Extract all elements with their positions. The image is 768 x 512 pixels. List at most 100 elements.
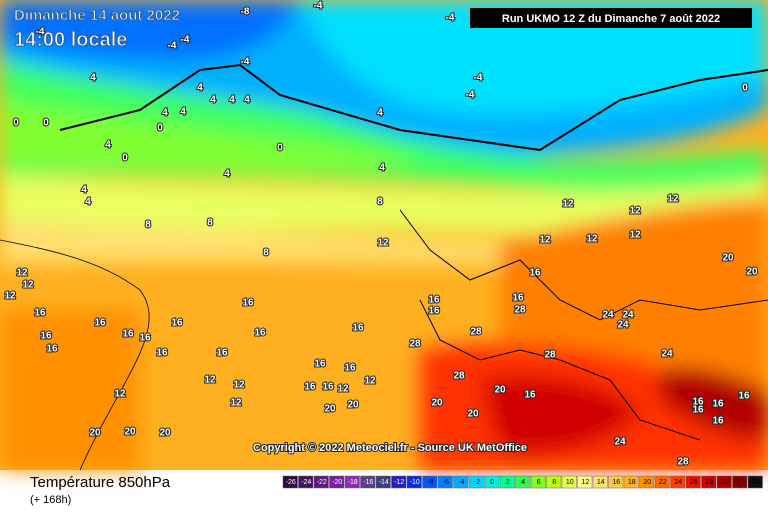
contour-label: 16 [692, 405, 704, 416]
contour-label: 16 [512, 293, 524, 304]
legend-swatch [639, 475, 655, 489]
legend-swatch [360, 475, 376, 489]
legend-tick-label: -14 [379, 479, 389, 486]
contour-label: 4 [85, 197, 91, 208]
legend-tick-label: 2 [506, 479, 510, 486]
contour-label: 16 [322, 382, 334, 393]
contour-label: 16 [738, 391, 750, 402]
legend-swatch [437, 475, 453, 489]
contour-label: -4 [181, 35, 190, 46]
legend-swatch [499, 475, 515, 489]
legend-swatch [282, 475, 298, 489]
contour-label: 24 [622, 310, 634, 321]
contour-label: 4 [229, 95, 235, 106]
legend-swatch [313, 475, 329, 489]
legend-swatch [685, 475, 701, 489]
contour-label: 12 [22, 280, 34, 291]
contour-label: 28 [677, 457, 689, 468]
contour-label: 20 [159, 428, 171, 439]
contour-label: 16 [529, 268, 541, 279]
contour-label: 16 [34, 308, 46, 319]
contour-label: 4 [180, 107, 186, 118]
legend-swatch [484, 475, 500, 489]
contour-label: 28 [470, 327, 482, 338]
contour-label: 8 [145, 220, 151, 231]
legend-swatch [422, 475, 438, 489]
legend-tick-label: 14 [597, 479, 605, 486]
contour-label: 0 [742, 83, 748, 94]
legend-swatch [577, 475, 593, 489]
legend-tick-label: 12 [581, 479, 589, 486]
legend-swatch [391, 475, 407, 489]
contour-label: 4 [244, 95, 250, 106]
legend-swatch [515, 475, 531, 489]
legend-tick-label: 22 [659, 479, 667, 486]
copyright: Copyright © 2022 Meteociel.fr - Source U… [253, 442, 527, 454]
contour-label: 12 [377, 238, 389, 249]
contour-label: 16 [171, 318, 183, 329]
legend-tick-label: -24 [301, 479, 311, 486]
contour-label: 24 [661, 349, 673, 360]
contour-label: 0 [157, 123, 163, 134]
contour-label: 8 [263, 248, 269, 259]
legend-tick-label: 10 [566, 479, 574, 486]
legend-tick-label: -26 [286, 479, 296, 486]
contour-label: 16 [216, 348, 228, 359]
legend-tick-label: 6 [537, 479, 541, 486]
legend-swatch [732, 475, 748, 489]
contour-label: 12 [337, 384, 349, 395]
legend-swatch [701, 475, 717, 489]
contour-label: 12 [204, 375, 216, 386]
contour-label: 16 [156, 348, 168, 359]
contour-label: 12 [230, 398, 242, 409]
contour-label: 20 [124, 427, 136, 438]
contour-label: 16 [712, 399, 724, 410]
legend-swatch [298, 475, 314, 489]
contour-label: 16 [94, 318, 106, 329]
legend-tick-label: -22 [317, 479, 327, 486]
contour-label: 20 [467, 409, 479, 420]
legend-swatch [453, 475, 469, 489]
run: Run UKMO 12 Z du Dimanche 7 août 2022 [502, 13, 720, 25]
legend-swatch [344, 475, 360, 489]
contour-label: 0 [13, 118, 19, 129]
contour-label: 16 [254, 328, 266, 339]
contour-label: -4 [446, 13, 455, 24]
contour-label: -4 [168, 41, 177, 52]
contour-label: 12 [16, 268, 28, 279]
contour-label: 12 [667, 194, 679, 205]
legend-swatch [747, 475, 763, 489]
contour-label: 16 [524, 390, 536, 401]
legend-tick-label: 32 [736, 479, 744, 486]
contour-label: -4 [314, 1, 323, 12]
contour-label: -4 [466, 90, 475, 101]
legend-swatch [406, 475, 422, 489]
legend-swatch [654, 475, 670, 489]
contour-label: -4 [36, 27, 45, 38]
contour-label: 4 [197, 83, 203, 94]
contour-label: 4 [379, 163, 385, 174]
contour-label: 4 [90, 73, 96, 84]
contour-label: 12 [562, 199, 574, 210]
legend-tick-label: 18 [628, 479, 636, 486]
legend-tick-label: 4 [521, 479, 525, 486]
contour-label: 16 [428, 295, 440, 306]
legend-tick-label: 16 [612, 479, 620, 486]
contour-label: 16 [304, 382, 316, 393]
legend-tick-label: 34 [752, 479, 760, 486]
contour-label: 12 [4, 291, 16, 302]
contour-label: 4 [224, 169, 230, 180]
footer-title: Température 850hPa [30, 474, 171, 491]
contour-label: 4 [210, 95, 216, 106]
legend-tick-label: -2 [474, 479, 480, 486]
contour-label: 16 [242, 298, 254, 309]
contour-label: 4 [105, 140, 111, 151]
contour-label: 20 [494, 385, 506, 396]
legend-swatch [375, 475, 391, 489]
contour-label: 28 [409, 339, 421, 350]
legend-swatch [329, 475, 345, 489]
legend-tick-label: -8 [427, 479, 433, 486]
contour-label: 0 [277, 143, 283, 154]
legend-swatch [608, 475, 624, 489]
